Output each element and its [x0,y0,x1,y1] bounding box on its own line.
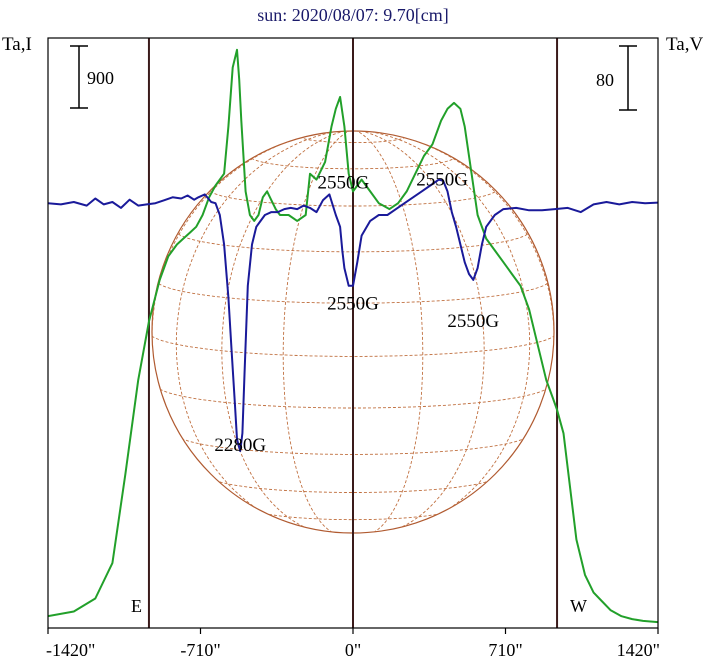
left-scale-value: 900 [87,68,114,88]
series-layer [48,48,658,624]
x-tick-label: 710" [488,640,522,660]
polarization-curve [48,178,658,452]
latitude-line [254,510,452,521]
field-annotation: 2280G [214,435,266,456]
left-axis-label: Ta,I [2,34,32,55]
x-tick-label: -710" [180,640,220,660]
limb-label-w: W [570,596,587,616]
x-tick-label: 0" [345,640,361,660]
field-annotation: 2550G [416,170,468,191]
longitude-line [339,129,353,130]
x-axis-ticks: -1420" -710" 0" 710" 1420" [46,628,660,660]
longitude-line [352,131,531,532]
latitude-line [210,477,496,493]
field-annotation: 2550G [447,311,499,332]
chart-title: sun: 2020/08/07: 9.70[cm] [257,5,449,25]
latitude-line [176,435,530,455]
right-axis-label: Ta,V [666,34,703,55]
right-scale-bar [619,45,637,111]
latitude-line [299,133,407,144]
longitude-line [243,131,354,161]
field-annotation: 2550G [327,293,379,314]
limb-label-e: E [131,596,142,616]
longitude-line [352,131,463,161]
intensity-curve [48,48,658,624]
longitude-line [352,131,424,533]
annotations: 2550G 2550G 2550G 2550G 2280G [214,170,499,457]
x-tick-label: 1420" [617,640,660,660]
x-tick-label: -1420" [46,640,95,660]
longitude-line [282,131,354,533]
right-scale-value: 80 [596,70,614,90]
left-scale-bar [70,45,88,109]
field-annotation: 2550G [317,172,369,193]
longitude-line [353,129,367,130]
longitude-line [175,131,354,532]
longitude-line [353,128,360,129]
longitude-line [346,128,353,129]
